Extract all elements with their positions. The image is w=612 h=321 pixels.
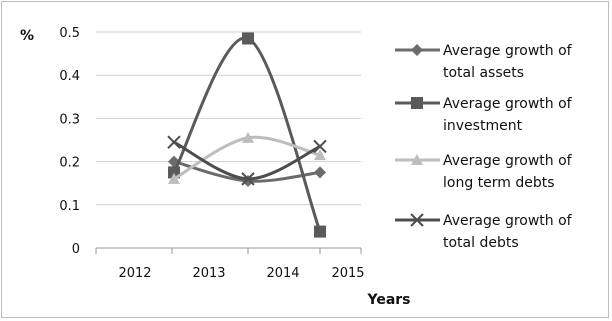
x-tick-label: 2012	[118, 266, 151, 281]
x-marker-stroke	[241, 172, 255, 186]
legend-marker	[411, 154, 423, 165]
legend-label: Average growth of	[443, 153, 573, 169]
grid-lines	[96, 31, 361, 206]
x-marker-stroke	[167, 135, 181, 149]
y-axis-label: %	[20, 28, 34, 44]
data-point	[314, 225, 326, 238]
y-tick-label: 0.5	[59, 26, 80, 41]
y-tick-label: 0.2	[59, 156, 80, 171]
legend-label: total assets	[443, 65, 524, 81]
legend-label: Average growth of	[443, 43, 573, 59]
y-tick-label: 0.3	[59, 112, 80, 127]
axes: 0 0.1 0.2 0.3 0.4 0.5 2012 2013 2014 2015	[59, 26, 364, 281]
legend: Average growth of total assets Average gro…	[395, 43, 573, 251]
x-tick-label: 2014	[266, 266, 299, 281]
data-point	[168, 172, 180, 184]
x-tick-label: 2015	[331, 266, 364, 281]
legend-label: Average growth of	[443, 96, 573, 112]
y-tick-label: 0	[72, 242, 80, 257]
legend-label: Average growth of	[443, 213, 573, 229]
data-point	[314, 149, 326, 161]
data-point	[167, 135, 181, 149]
x-axis-label: Years	[366, 292, 410, 308]
y-tick-label: 0.4	[59, 69, 80, 84]
data-point	[242, 32, 254, 45]
x-marker-stroke	[410, 213, 424, 227]
x-tick-label: 2013	[192, 266, 225, 281]
data-point	[241, 172, 255, 186]
legend-label: long term debts	[443, 175, 555, 191]
y-tick-label: 0.1	[59, 199, 80, 214]
x-marker-stroke	[313, 139, 327, 154]
data-point	[242, 175, 254, 188]
data-point	[242, 131, 254, 143]
legend-marker	[411, 44, 423, 56]
legend-marker	[410, 213, 424, 227]
series-lines	[167, 32, 327, 238]
legend-label: total debts	[443, 235, 519, 251]
legend-label: investment	[443, 118, 523, 134]
data-point	[313, 139, 327, 154]
data-point	[314, 166, 326, 179]
legend-marker	[411, 97, 423, 109]
